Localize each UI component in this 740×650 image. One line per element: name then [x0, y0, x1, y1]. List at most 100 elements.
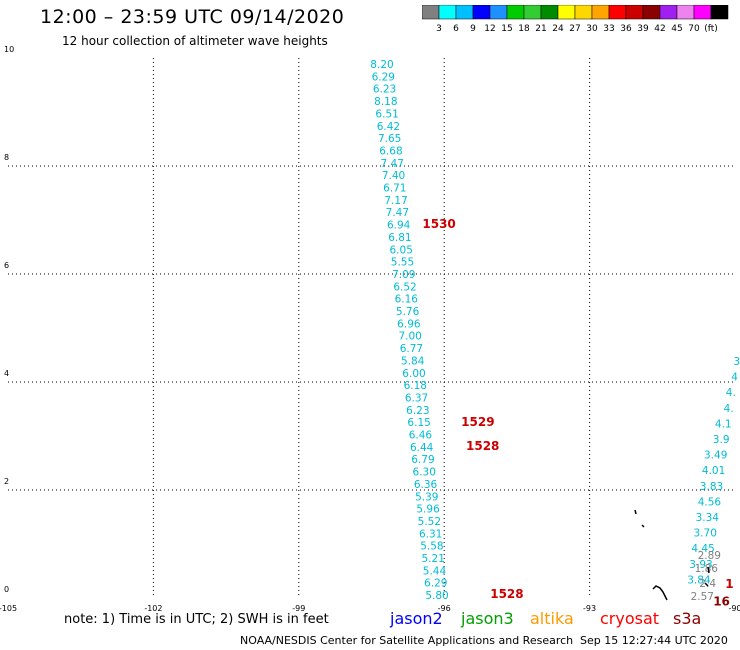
wave-height-label: 2.89 [698, 550, 721, 562]
wave-height-label: 7.00 [398, 331, 421, 343]
generated-timestamp: Sep 15 12:27:44 UTC 2020 [580, 634, 728, 647]
credit-line: NOAA/NESDIS Center for Satellite Applica… [240, 634, 574, 647]
wave-height-label: 6.15 [407, 417, 430, 429]
latitude-tick-label: 10 [4, 45, 14, 54]
wave-height-label: 6.46 [409, 430, 433, 442]
wave-height-label: 2.57 [691, 591, 714, 603]
wave-height-label: 2.4 [699, 578, 716, 590]
wave-height-label: 6.71 [383, 183, 406, 195]
wave-height-label: 6.05 [390, 244, 413, 256]
wave-height-label: 6.36 [414, 479, 438, 491]
wave-height-label: 7.09 [392, 269, 415, 281]
wave-height-label: 6.68 [379, 145, 402, 157]
longitude-tick-label: -102 [144, 604, 162, 613]
wave-height-label: 7.40 [382, 170, 405, 182]
wave-height-label: 6.52 [393, 281, 416, 293]
wave-height-label: 6.77 [400, 343, 423, 355]
wave-height-label: 4.01 [702, 465, 725, 477]
wave-height-label: 3.93 [689, 559, 712, 571]
colorbar-label: 9 [470, 24, 476, 33]
wave-height-label: 3 [733, 356, 740, 368]
units-note: note: 1) Time is in UTC; 2) SWH is in fe… [64, 612, 329, 627]
wave-height-label: 6.79 [411, 454, 434, 466]
colorbar-label: 39 [637, 24, 649, 33]
wave-height-label: 6.31 [419, 528, 442, 540]
colorbar-label: (ft) [704, 24, 718, 33]
wave-height-label: 6.44 [410, 442, 434, 454]
pass-time-label: 16 [713, 595, 730, 609]
coastline [634, 509, 710, 601]
wave-height-label: 5.58 [420, 541, 443, 553]
wave-height-label: 3.9 [713, 434, 730, 446]
pass-time-label: 1528 [490, 587, 523, 601]
wave-height-label: 6.51 [375, 108, 398, 120]
legend-altika: altika [530, 609, 574, 628]
longitude-tick-label: -90 [728, 604, 740, 613]
wave-height-label: 7.47 [381, 158, 404, 170]
wave-height-label: 6.29 [372, 71, 395, 83]
colorbar-label: 30 [586, 24, 598, 33]
pass-time-label: 1528 [466, 439, 499, 453]
wave-height-label: 5.52 [418, 516, 441, 528]
latitude-tick-label: 2 [4, 477, 9, 486]
wave-height-label: 6.23 [406, 405, 429, 417]
wave-height-label: 8.18 [374, 96, 397, 108]
wave-height-label: 5.80 [425, 590, 448, 602]
latitude-tick-label: 0 [4, 585, 9, 594]
wave-height-label: 5.84 [401, 355, 425, 367]
map-title: 12:00 – 23:59 UTC 09/14/2020 [40, 6, 345, 28]
wave-height-label: 4.1 [715, 418, 732, 430]
wave-height-label: 6.18 [404, 380, 427, 392]
wave-height-label: 7.65 [378, 133, 401, 145]
colorbar-label: 36 [620, 24, 632, 33]
wave-height-label: 3.34 [696, 512, 720, 524]
colorbar-label: 12 [484, 24, 495, 33]
legend-jason2: jason2 [390, 609, 443, 628]
pass-time-label: 1530 [422, 217, 455, 231]
wave-height-label: 5.39 [415, 491, 438, 503]
longitude-tick-label: -99 [292, 604, 305, 613]
legend-s3a: s3a [673, 609, 702, 628]
wave-height-label: 5.44 [423, 565, 447, 577]
colorbar-label: 6 [453, 24, 459, 33]
wave-height-label: 5.76 [396, 306, 420, 318]
wave-height-label: 8.20 [370, 59, 393, 71]
pass-time-label: 1 [725, 577, 733, 591]
colorbar-label: 70 [688, 24, 700, 33]
wave-height-label: 4. [724, 403, 734, 415]
latitude-tick-label: 8 [4, 153, 9, 162]
colorbar-label: 21 [535, 24, 546, 33]
longitude-tick-label: -93 [583, 604, 596, 613]
wave-height-label: 6.94 [387, 220, 411, 232]
colorbar-label: 42 [654, 24, 665, 33]
map-subtitle: 12 hour collection of altimeter wave hei… [62, 34, 328, 48]
latitude-tick-label: 4 [4, 369, 9, 378]
colorbar-label: 3 [436, 24, 442, 33]
legend-cryosat: cryosat [600, 609, 660, 628]
wave-height-label: 7.47 [386, 207, 409, 219]
wave-height-label: 1.86 [695, 563, 719, 575]
colorbar-label: 27 [569, 24, 580, 33]
longitude-tick-label: -96 [438, 604, 451, 613]
wave-height-label: 6.96 [397, 318, 421, 330]
wave-height-label: 3.70 [694, 528, 717, 540]
wave-height-label: 6.00 [402, 368, 425, 380]
colorbar-label: 15 [501, 24, 512, 33]
wave-height-label: 7.17 [384, 195, 407, 207]
wave-height-color-scale: 3 6 9 12 15 18 21 24 27 30 33 36 39 42 45 70 (ft) [422, 5, 729, 33]
pass-time-label: 1529 [461, 415, 494, 429]
latitude-tick-label: 6 [4, 261, 9, 270]
wave-height-label: 5.55 [391, 257, 414, 269]
wave-height-label: 3.83 [700, 481, 723, 493]
wave-height-label: 6.37 [405, 392, 428, 404]
colorbar-label: 24 [552, 24, 564, 33]
wave-height-label: 6.16 [395, 294, 419, 306]
wave-height-label: 6.42 [377, 121, 400, 133]
wave-height-label: 3.49 [704, 450, 727, 462]
colorbar-label: 33 [603, 24, 614, 33]
wave-height-label: 5.96 [416, 504, 440, 516]
wave-height-label: 6.23 [373, 84, 396, 96]
colorbar-label: 45 [671, 24, 682, 33]
wave-height-label: 4. [726, 387, 736, 399]
